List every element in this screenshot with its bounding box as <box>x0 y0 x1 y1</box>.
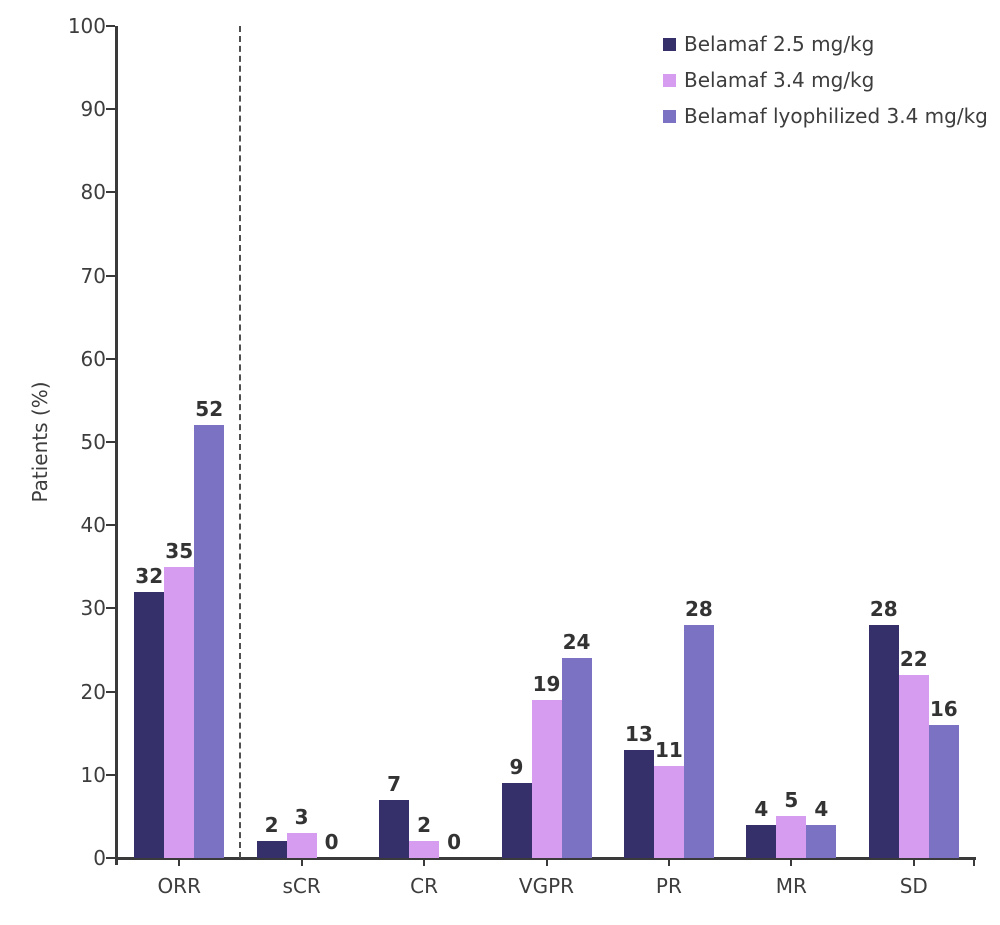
bar-sd-series3 <box>928 724 959 858</box>
bar-orr-series3 <box>194 425 225 858</box>
x-axis-tick <box>178 858 181 866</box>
x-axis-tick <box>912 858 915 866</box>
y-axis-tick <box>106 25 115 27</box>
bar-value-label: 0 <box>447 830 462 854</box>
y-axis-tick <box>106 607 115 610</box>
bar-value-label: 11 <box>655 738 683 763</box>
y-tick-label: 60 <box>80 346 106 371</box>
y-tick-label: 80 <box>80 180 106 205</box>
x-axis-tick <box>545 858 548 866</box>
y-tick-label: 10 <box>80 762 106 787</box>
bar-value-label: 2 <box>264 813 279 838</box>
legend-item-series2: Belamaf 3.4 mg/kg <box>663 68 988 92</box>
bar-vgpr-series1 <box>501 783 532 858</box>
bar-value-label: 32 <box>135 563 164 588</box>
y-tick-label: 90 <box>80 97 106 122</box>
legend-label: Belamaf lyophilized 3.4 mg/kg <box>684 104 988 128</box>
bar-value-label: 28 <box>869 597 898 622</box>
bar-value-label: 5 <box>784 788 799 813</box>
bar-vgpr-series2 <box>531 699 562 858</box>
y-axis-line <box>115 26 118 865</box>
legend-swatch-icon <box>663 37 676 51</box>
y-tick-label: 70 <box>80 263 106 288</box>
bar-cr-series2 <box>409 841 440 858</box>
bar-value-label: 4 <box>814 796 829 821</box>
bar-value-label: 28 <box>685 597 713 622</box>
y-axis-tick <box>106 108 115 111</box>
bar-value-label: 19 <box>532 671 561 696</box>
bar-pr-series1 <box>623 749 654 858</box>
y-tick-label: 100 <box>67 14 106 38</box>
category-label: VGPR <box>518 874 575 898</box>
legend-swatch-icon <box>663 109 676 123</box>
legend-label: Belamaf 3.4 mg/kg <box>684 68 875 92</box>
separator-dashed-line <box>239 26 242 858</box>
bar-sd-series2 <box>898 674 929 858</box>
bar-sd-series1 <box>868 625 899 858</box>
category-label: sCR <box>282 874 321 898</box>
y-tick-label: 30 <box>80 596 106 621</box>
category-label: ORR <box>157 874 201 898</box>
bar-mr-series3 <box>806 824 837 858</box>
y-axis-tick <box>106 524 115 527</box>
legend-swatch-icon <box>663 73 676 87</box>
bar-value-label: 35 <box>165 538 194 563</box>
y-tick-label: 50 <box>80 430 106 454</box>
y-tick-label: 20 <box>80 679 106 704</box>
x-axis-end-tick <box>973 858 975 866</box>
bar-value-label: 16 <box>929 696 958 721</box>
x-axis-tick <box>667 858 670 866</box>
bar-pr-series2 <box>653 766 684 858</box>
bar-scr-series2 <box>286 833 317 858</box>
category-label: MR <box>775 874 807 898</box>
y-axis-tick <box>106 690 115 693</box>
y-tick-label: 0 <box>93 846 106 870</box>
y-axis-tick <box>106 857 115 859</box>
legend: Belamaf 2.5 mg/kg Belamaf 3.4 mg/kg Belama… <box>663 32 988 140</box>
bar-value-label: 24 <box>562 630 591 655</box>
legend-label: Belamaf 2.5 mg/kg <box>684 32 875 56</box>
bar-value-label: 13 <box>625 721 653 746</box>
bar-value-label: 7 <box>387 771 402 796</box>
y-tick-label: 40 <box>80 513 106 538</box>
bar-value-label: 2 <box>417 813 432 838</box>
bar-mr-series1 <box>746 824 777 858</box>
bar-value-label: 22 <box>899 646 928 671</box>
bar-vgpr-series3 <box>561 658 592 858</box>
bar-pr-series3 <box>683 625 714 858</box>
bar-orr-series1 <box>134 591 165 858</box>
y-axis-tick <box>106 357 115 360</box>
legend-item-series3: Belamaf lyophilized 3.4 mg/kg <box>663 104 988 128</box>
bar-cr-series1 <box>379 799 410 858</box>
x-axis-tick <box>300 858 303 866</box>
category-label: CR <box>410 874 438 898</box>
y-axis-tick <box>106 191 115 194</box>
y-axis-tick <box>106 274 115 277</box>
category-label: PR <box>655 874 682 898</box>
bar-mr-series2 <box>776 816 807 858</box>
bar-value-label: 9 <box>509 755 524 780</box>
bar-orr-series2 <box>164 566 195 858</box>
y-axis-tick <box>106 773 115 776</box>
legend-item-series1: Belamaf 2.5 mg/kg <box>663 32 988 56</box>
bar-value-label: 3 <box>294 805 309 830</box>
x-axis-tick <box>790 858 793 866</box>
bar-scr-series1 <box>256 841 287 858</box>
bar-value-label: 0 <box>324 830 339 854</box>
x-axis-tick <box>423 858 426 866</box>
y-axis-tick <box>106 441 115 443</box>
bar-value-label: 52 <box>195 397 224 422</box>
category-label: SD <box>899 874 928 898</box>
bar-value-label: 4 <box>754 796 769 821</box>
